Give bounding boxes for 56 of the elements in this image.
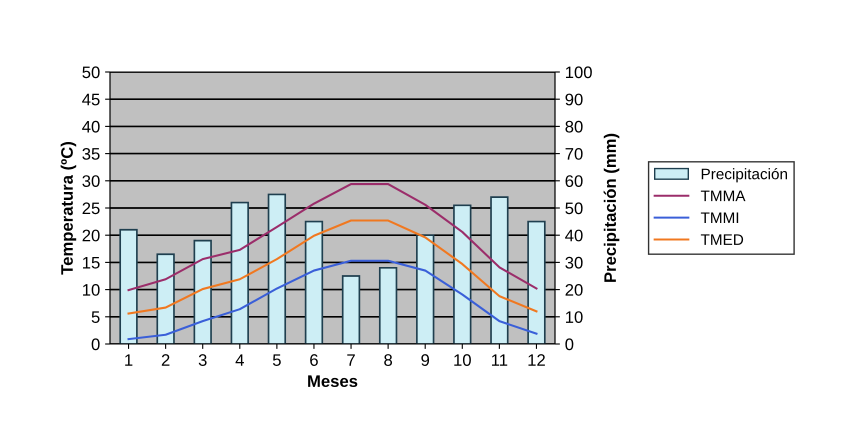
y2-axis-title: Precipitación (mm) [604,134,620,282]
y-tick-label: 10 [83,284,100,296]
x-tick-label: 3 [198,354,207,366]
y2-tick-label: 10 [566,311,583,324]
bar [194,240,212,344]
bar [378,267,398,344]
bar [342,275,360,344]
bar [527,220,546,344]
y-tick-label: 20 [82,230,100,242]
bar [119,228,138,344]
y2-tick-label: 30 [565,256,583,269]
x-tick-label: 1 [125,354,132,366]
x-tick-label: 8 [384,354,392,366]
y-tick-label: 40 [82,120,100,133]
legend-label: TMED [700,234,744,245]
bar [490,196,509,344]
x-tick-label: 12 [528,354,545,366]
y2-tick-label: 90 [566,94,583,106]
y2-tick-label: 70 [566,148,583,160]
legend-label: Precipitación [702,168,788,182]
legend-label: TMMI [700,212,738,223]
y-tick-label: 25 [82,202,100,214]
y2-tick-label: 50 [565,202,583,214]
y2-tick-label: 100 [566,66,592,78]
y2-tick-label: 80 [565,120,583,133]
bar [416,234,434,344]
x-tick-label: 7 [347,354,355,366]
line-series [127,260,538,340]
x-tick-label: 10 [454,354,471,366]
bar [156,253,175,344]
bar [453,204,472,344]
x-tick-label: 4 [236,354,244,366]
y-tick-label: 50 [82,66,100,78]
x-tick-label: 9 [421,354,430,366]
legend-label: TMMA [700,190,746,202]
x-axis-title: Meses [308,375,358,388]
x-tick-label: 6 [310,354,318,366]
y2-tick-label: 0 [565,338,574,350]
y2-tick-label: 40 [565,230,583,242]
y2-tick-label: 20 [566,284,583,296]
y-tick-label: 15 [83,256,100,269]
bar [268,194,286,344]
x-tick-label: 2 [162,354,170,366]
x-tick-label: 11 [492,354,508,366]
y-tick-label: 5 [92,311,100,324]
line-series [127,183,538,292]
y-tick-label: 45 [82,94,100,106]
bar [304,220,324,344]
y2-tick-label: 60 [566,175,583,188]
x-tick-label: 5 [272,354,281,366]
bar [230,202,249,344]
y-axis-title: Temperatura (ºC) [60,142,76,275]
y-tick-label: 30 [82,175,100,188]
y-tick-label: 0 [92,338,100,350]
line-series [127,219,538,315]
y-tick-label: 35 [82,148,100,160]
